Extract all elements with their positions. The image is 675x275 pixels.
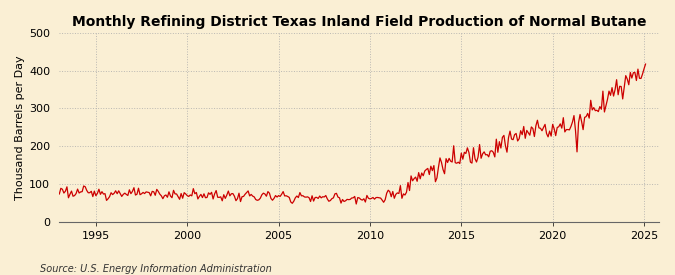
Y-axis label: Thousand Barrels per Day: Thousand Barrels per Day (15, 55, 25, 200)
Title: Monthly Refining District Texas Inland Field Production of Normal Butane: Monthly Refining District Texas Inland F… (72, 15, 646, 29)
Text: Source: U.S. Energy Information Administration: Source: U.S. Energy Information Administ… (40, 264, 272, 274)
